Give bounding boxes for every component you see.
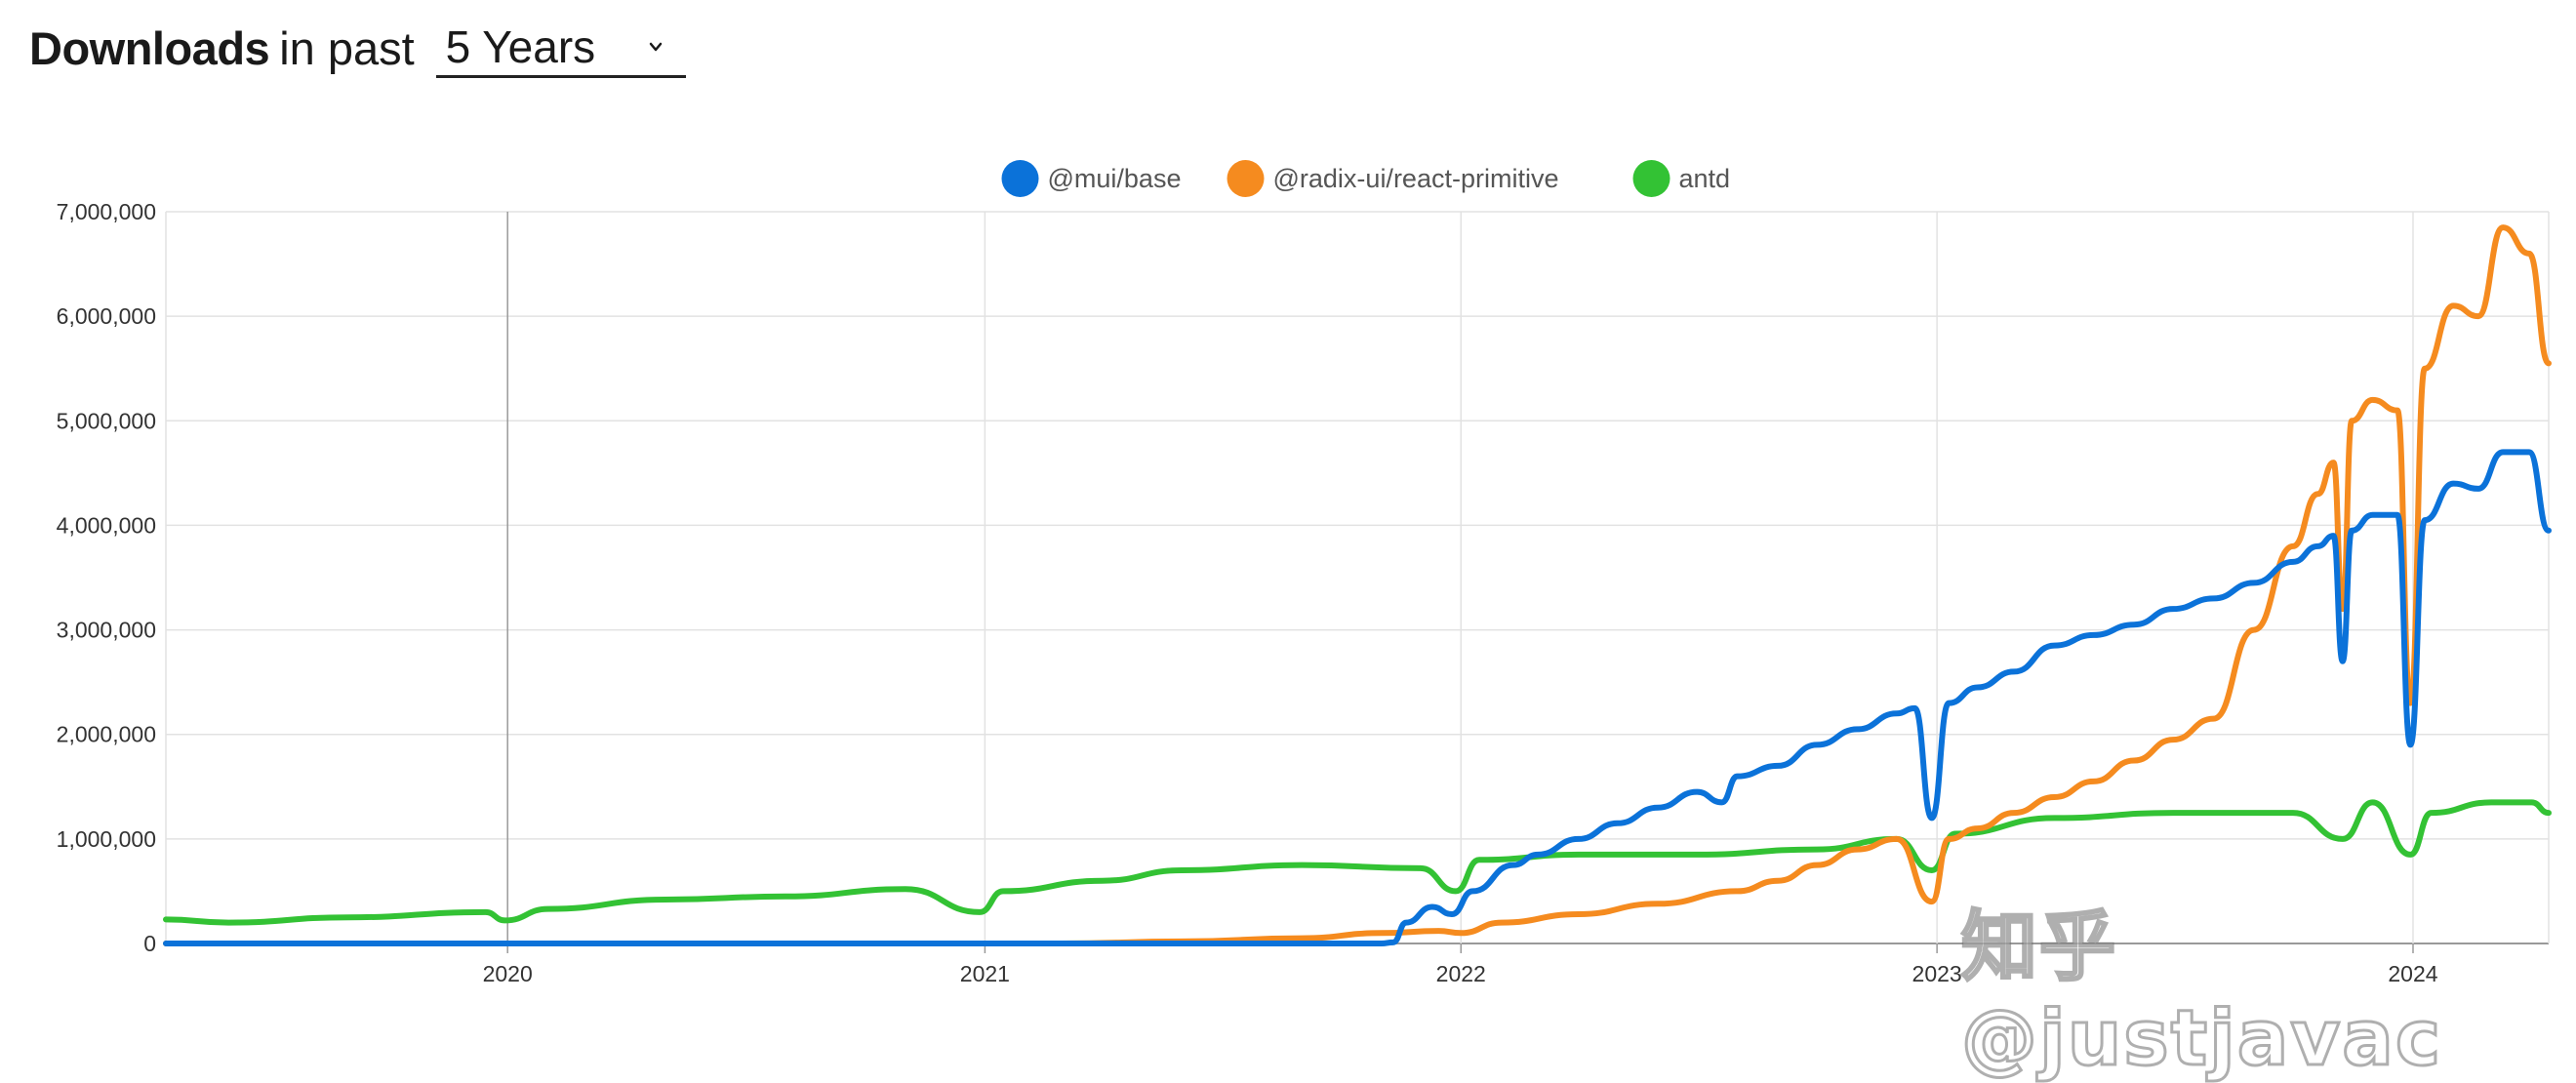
legend-label-radix-ui-react-primitive[interactable]: @radix-ui/react-primitive [1273, 164, 1559, 193]
y-tick-label: 5,000,000 [57, 408, 156, 433]
legend-label-antd[interactable]: antd [1679, 164, 1731, 193]
legend-swatch-mui-base[interactable] [1001, 160, 1039, 197]
y-tick-label: 4,000,000 [57, 512, 156, 538]
series-line-radix-ui-react-primitive [163, 224, 2552, 947]
chevron-down-icon [649, 42, 662, 51]
y-tick-label: 7,000,000 [57, 199, 156, 224]
x-tick-label: 2024 [2388, 961, 2437, 986]
x-tick-label: 2020 [483, 961, 533, 986]
y-tick-label: 1,000,000 [57, 826, 156, 852]
page-title-suffix: in past [279, 21, 415, 74]
downloads-chart: 0 1,000,000 2,000,000 3,000,000 4,000,000 5,0… [57, 160, 2552, 986]
series-line-mui-base [163, 449, 2552, 947]
period-select[interactable]: 5 Years [435, 18, 686, 78]
downloads-header: Downloads in past 5 Years [29, 14, 686, 82]
x-tick-label: 2023 [1912, 961, 1962, 986]
y-tick-label: 3,000,000 [57, 618, 156, 643]
y-tick-label: 2,000,000 [57, 722, 156, 747]
x-tick-label: 2021 [960, 961, 1010, 986]
page-title: Downloads [29, 21, 270, 74]
legend-label-mui-base[interactable]: @mui/base [1048, 164, 1182, 193]
y-tick-label: 6,000,000 [57, 303, 156, 329]
series-line-antd [163, 799, 2552, 926]
x-tick-label: 2022 [1436, 961, 1486, 986]
legend-swatch-radix-ui-react-primitive[interactable] [1227, 160, 1265, 197]
legend-swatch-antd[interactable] [1632, 160, 1670, 197]
period-select-value: 5 Years [445, 20, 596, 72]
y-tick-label: 0 [143, 931, 156, 956]
watermark: 知乎 @justjavac [1960, 902, 2443, 1083]
